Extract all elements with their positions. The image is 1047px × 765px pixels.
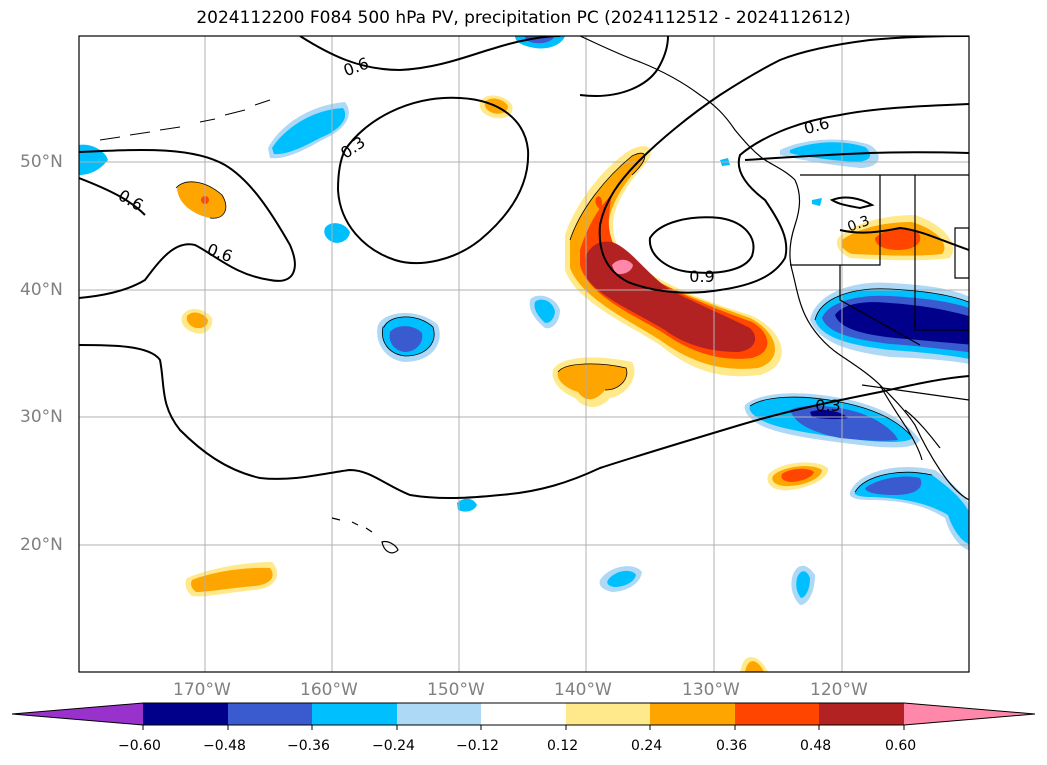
colorbar-tick-label: −0.24 — [372, 738, 415, 754]
contour-label: 0.3 — [845, 213, 871, 236]
colorbar-tick-label: 0.60 — [885, 738, 917, 754]
contour-label: 0.6 — [115, 186, 147, 215]
precip-blob-44n-red — [875, 228, 921, 250]
lat-label-30n: 30°N — [20, 407, 63, 427]
pv-contour-0.6-ne — [579, 36, 669, 97]
colorbar-bin — [397, 703, 481, 725]
islands-aleutian — [99, 99, 271, 141]
colorbar-bin — [650, 703, 735, 725]
colorbar-tick-label: 0.12 — [547, 738, 579, 754]
colorbar-tick-label: −0.60 — [118, 738, 161, 754]
precip-neg-38n-b-core — [534, 299, 555, 323]
pv-contour-0.3-south — [79, 344, 969, 500]
precip-neg-50n-edge — [79, 144, 108, 175]
precip-dot-plume — [595, 196, 603, 210]
lon-label-130w: 130°W — [682, 680, 740, 700]
precip-blob-33n-core — [557, 363, 627, 400]
precip-neg-mexico-blue — [865, 476, 922, 495]
pv-contour-0.3-ring — [336, 96, 530, 264]
colorbar-extend-min — [12, 703, 143, 725]
precip-neg-48n-coast — [812, 198, 822, 206]
contour-label: 0.3 — [815, 396, 840, 415]
colorbar-bin — [566, 703, 650, 725]
pv-contour-0.6-north — [299, 36, 561, 72]
map-frame — [78, 35, 970, 673]
precip-blob-25n-red — [781, 468, 814, 482]
precip-positive — [177, 95, 954, 672]
map-gridlines — [79, 36, 969, 672]
lat-label-20n: 20°N — [20, 535, 63, 555]
pv-contour-coast-a — [829, 196, 875, 210]
map-title: 2024112200 F084 500 hPa PV, precipitatio… — [196, 8, 851, 28]
precip-blob-10n-core — [745, 661, 764, 672]
pv-contour-trough-outer — [598, 36, 969, 294]
border-state-4 — [954, 227, 969, 279]
lon-label-140w: 140°W — [554, 680, 612, 700]
lon-label-120w: 120°W — [810, 680, 868, 700]
precip-plume-pink — [612, 259, 633, 275]
precip-neg-51n-coast-core — [790, 142, 871, 162]
border-state-2 — [839, 265, 921, 346]
pv-contour-coast-b — [839, 226, 969, 251]
colorbar-bin — [481, 703, 566, 725]
border-us-mexico — [861, 384, 969, 401]
precip-neg-15n-core — [796, 571, 810, 598]
pv-contour-coast-c — [744, 151, 969, 161]
precip-blob-17n-core — [191, 567, 273, 592]
coast-alaska — [579, 36, 969, 501]
colorbar-tick-label: −0.36 — [287, 738, 330, 754]
colorbar-bin — [228, 703, 312, 725]
colorbar-bin — [819, 703, 904, 725]
lon-label-150w: 150°W — [427, 680, 485, 700]
precip-neg-17n-core — [607, 570, 636, 587]
pv-contour-0.6-loop — [79, 148, 296, 299]
contour-label: 0.6 — [341, 54, 371, 81]
pv-contour-0.6-west — [79, 177, 146, 216]
colorbar-tick-label: 0.48 — [800, 738, 832, 754]
precip-neg-socal-navy — [835, 302, 969, 345]
pv-contours — [79, 36, 969, 500]
coastlines — [99, 36, 969, 554]
colorbar-bin — [735, 703, 819, 725]
precip-neg-38n-blue — [389, 326, 423, 352]
contour-label: 0.9 — [689, 267, 714, 286]
precip-neg-23n — [457, 498, 477, 512]
precip-blob-38n-core — [186, 312, 208, 329]
colorbar-bin — [143, 703, 228, 725]
colorbar-tick-label: 0.24 — [631, 738, 663, 754]
colorbar-tick-label: 0.36 — [716, 738, 748, 754]
colorbar-extend-max — [904, 703, 1035, 725]
colorbar-bin — [312, 703, 397, 725]
colorbar-tick-label: −0.12 — [456, 738, 499, 754]
precip-negative — [79, 36, 969, 605]
lon-label-160w: 160°W — [300, 680, 358, 700]
contour-label: 0.6 — [802, 113, 832, 138]
contour-label: 0.6 — [205, 240, 235, 267]
coast-gulf — [904, 409, 941, 449]
lat-label-40n: 40°N — [20, 280, 63, 300]
precip-outlines — [175, 152, 969, 493]
border-state-3 — [914, 175, 969, 331]
lat-label-50n: 50°N — [20, 152, 63, 172]
precip-neg-44n — [324, 223, 350, 243]
border-state-1 — [790, 175, 881, 266]
colorbar-tick-label: −0.48 — [203, 738, 246, 754]
pv-contour-0.9-core — [648, 216, 755, 274]
coast-baja — [879, 384, 923, 461]
lon-label-170w: 170°W — [173, 680, 231, 700]
colorbar — [11, 702, 1036, 730]
islands-hawaii — [331, 517, 399, 554]
precip-neg-52n-core — [272, 108, 346, 155]
